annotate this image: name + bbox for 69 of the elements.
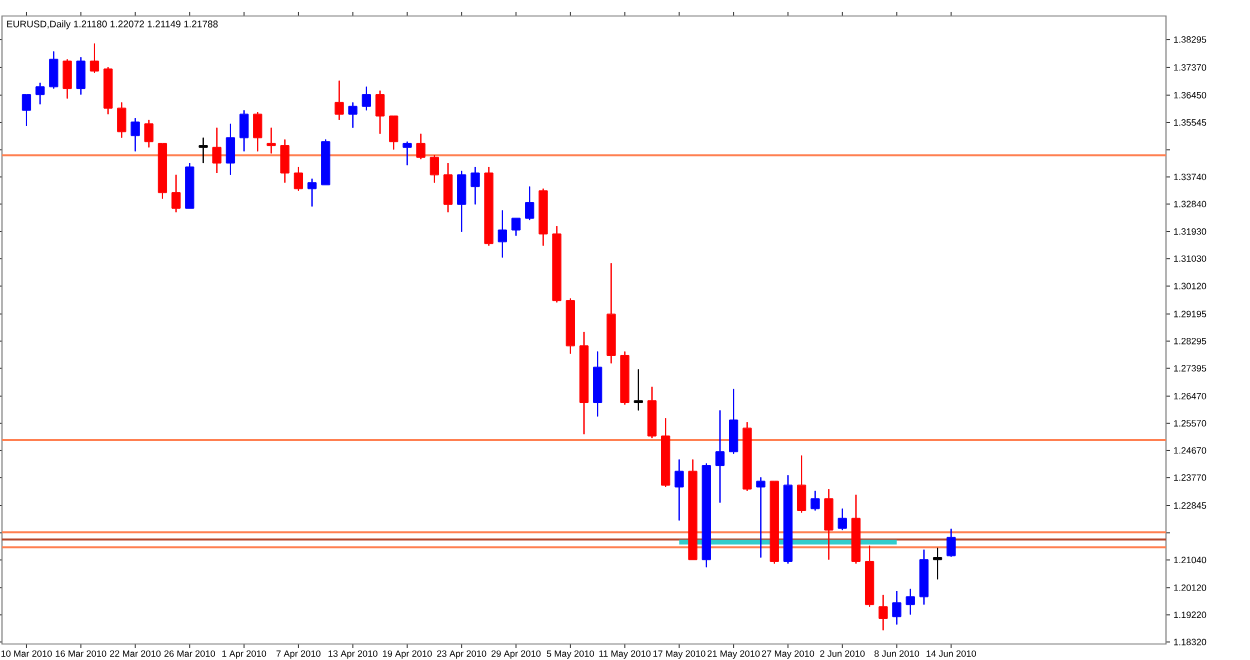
candlestick	[620, 351, 630, 406]
candlestick	[239, 109, 249, 152]
candlestick	[280, 139, 290, 184]
candlestick	[76, 56, 86, 96]
candlestick	[171, 174, 181, 213]
candlestick	[932, 547, 943, 580]
candlestick	[470, 166, 480, 205]
candlestick	[919, 549, 929, 606]
candlestick	[62, 58, 72, 100]
candlestick	[130, 117, 140, 152]
candlestick	[715, 409, 725, 504]
candlestick	[511, 217, 521, 237]
candlestick	[361, 86, 372, 111]
candlestick	[103, 66, 113, 115]
candlestick	[266, 127, 276, 154]
candlestick	[198, 137, 208, 164]
candlestick	[729, 388, 739, 455]
candlestick	[851, 494, 861, 565]
candlestick	[225, 123, 236, 176]
candlestick	[661, 417, 671, 488]
candlestick	[946, 528, 956, 558]
candlestick	[389, 115, 399, 150]
candlestick	[633, 368, 643, 411]
candlestick	[117, 101, 127, 139]
candlestick	[443, 162, 453, 213]
candlestick	[796, 455, 807, 514]
candlestick	[701, 462, 711, 568]
candlestick	[864, 545, 875, 608]
candlestick	[457, 170, 467, 233]
candlestick	[402, 141, 412, 166]
candlestick	[497, 209, 507, 258]
candlestick	[756, 476, 766, 559]
candlestick	[348, 101, 358, 129]
candlestick	[892, 590, 902, 625]
candlestick	[606, 262, 616, 364]
candlestick	[688, 459, 698, 561]
candlestick	[157, 142, 168, 200]
candlestick	[212, 127, 222, 174]
candlestick	[593, 351, 603, 417]
candlestick	[565, 297, 575, 355]
candlestick	[321, 139, 331, 186]
candlestick	[375, 90, 385, 135]
candlestick	[837, 508, 847, 531]
candlestick	[185, 162, 195, 209]
candlestick	[647, 386, 657, 439]
candlestick	[824, 488, 834, 561]
candlestick	[810, 490, 820, 511]
candlestick	[525, 186, 535, 221]
candlestick	[253, 111, 263, 152]
candlestick	[742, 421, 752, 492]
candlestick	[89, 43, 100, 74]
candlestick	[49, 50, 59, 90]
candlestick	[144, 119, 154, 148]
candlestick	[552, 225, 562, 303]
candlestick	[484, 166, 494, 247]
candlestick	[35, 82, 45, 105]
candlestick	[334, 80, 344, 121]
candlestick	[429, 154, 439, 184]
candlestick	[878, 594, 888, 631]
candlestick	[769, 480, 779, 565]
candlestick	[905, 588, 915, 616]
candlestick	[416, 133, 426, 160]
candlestick	[674, 459, 684, 521]
candlestick	[21, 94, 32, 127]
candlestick	[538, 188, 548, 247]
candlestick	[293, 166, 304, 192]
candlestick	[579, 331, 589, 435]
candlestick	[307, 178, 317, 207]
candlestick	[783, 474, 793, 565]
